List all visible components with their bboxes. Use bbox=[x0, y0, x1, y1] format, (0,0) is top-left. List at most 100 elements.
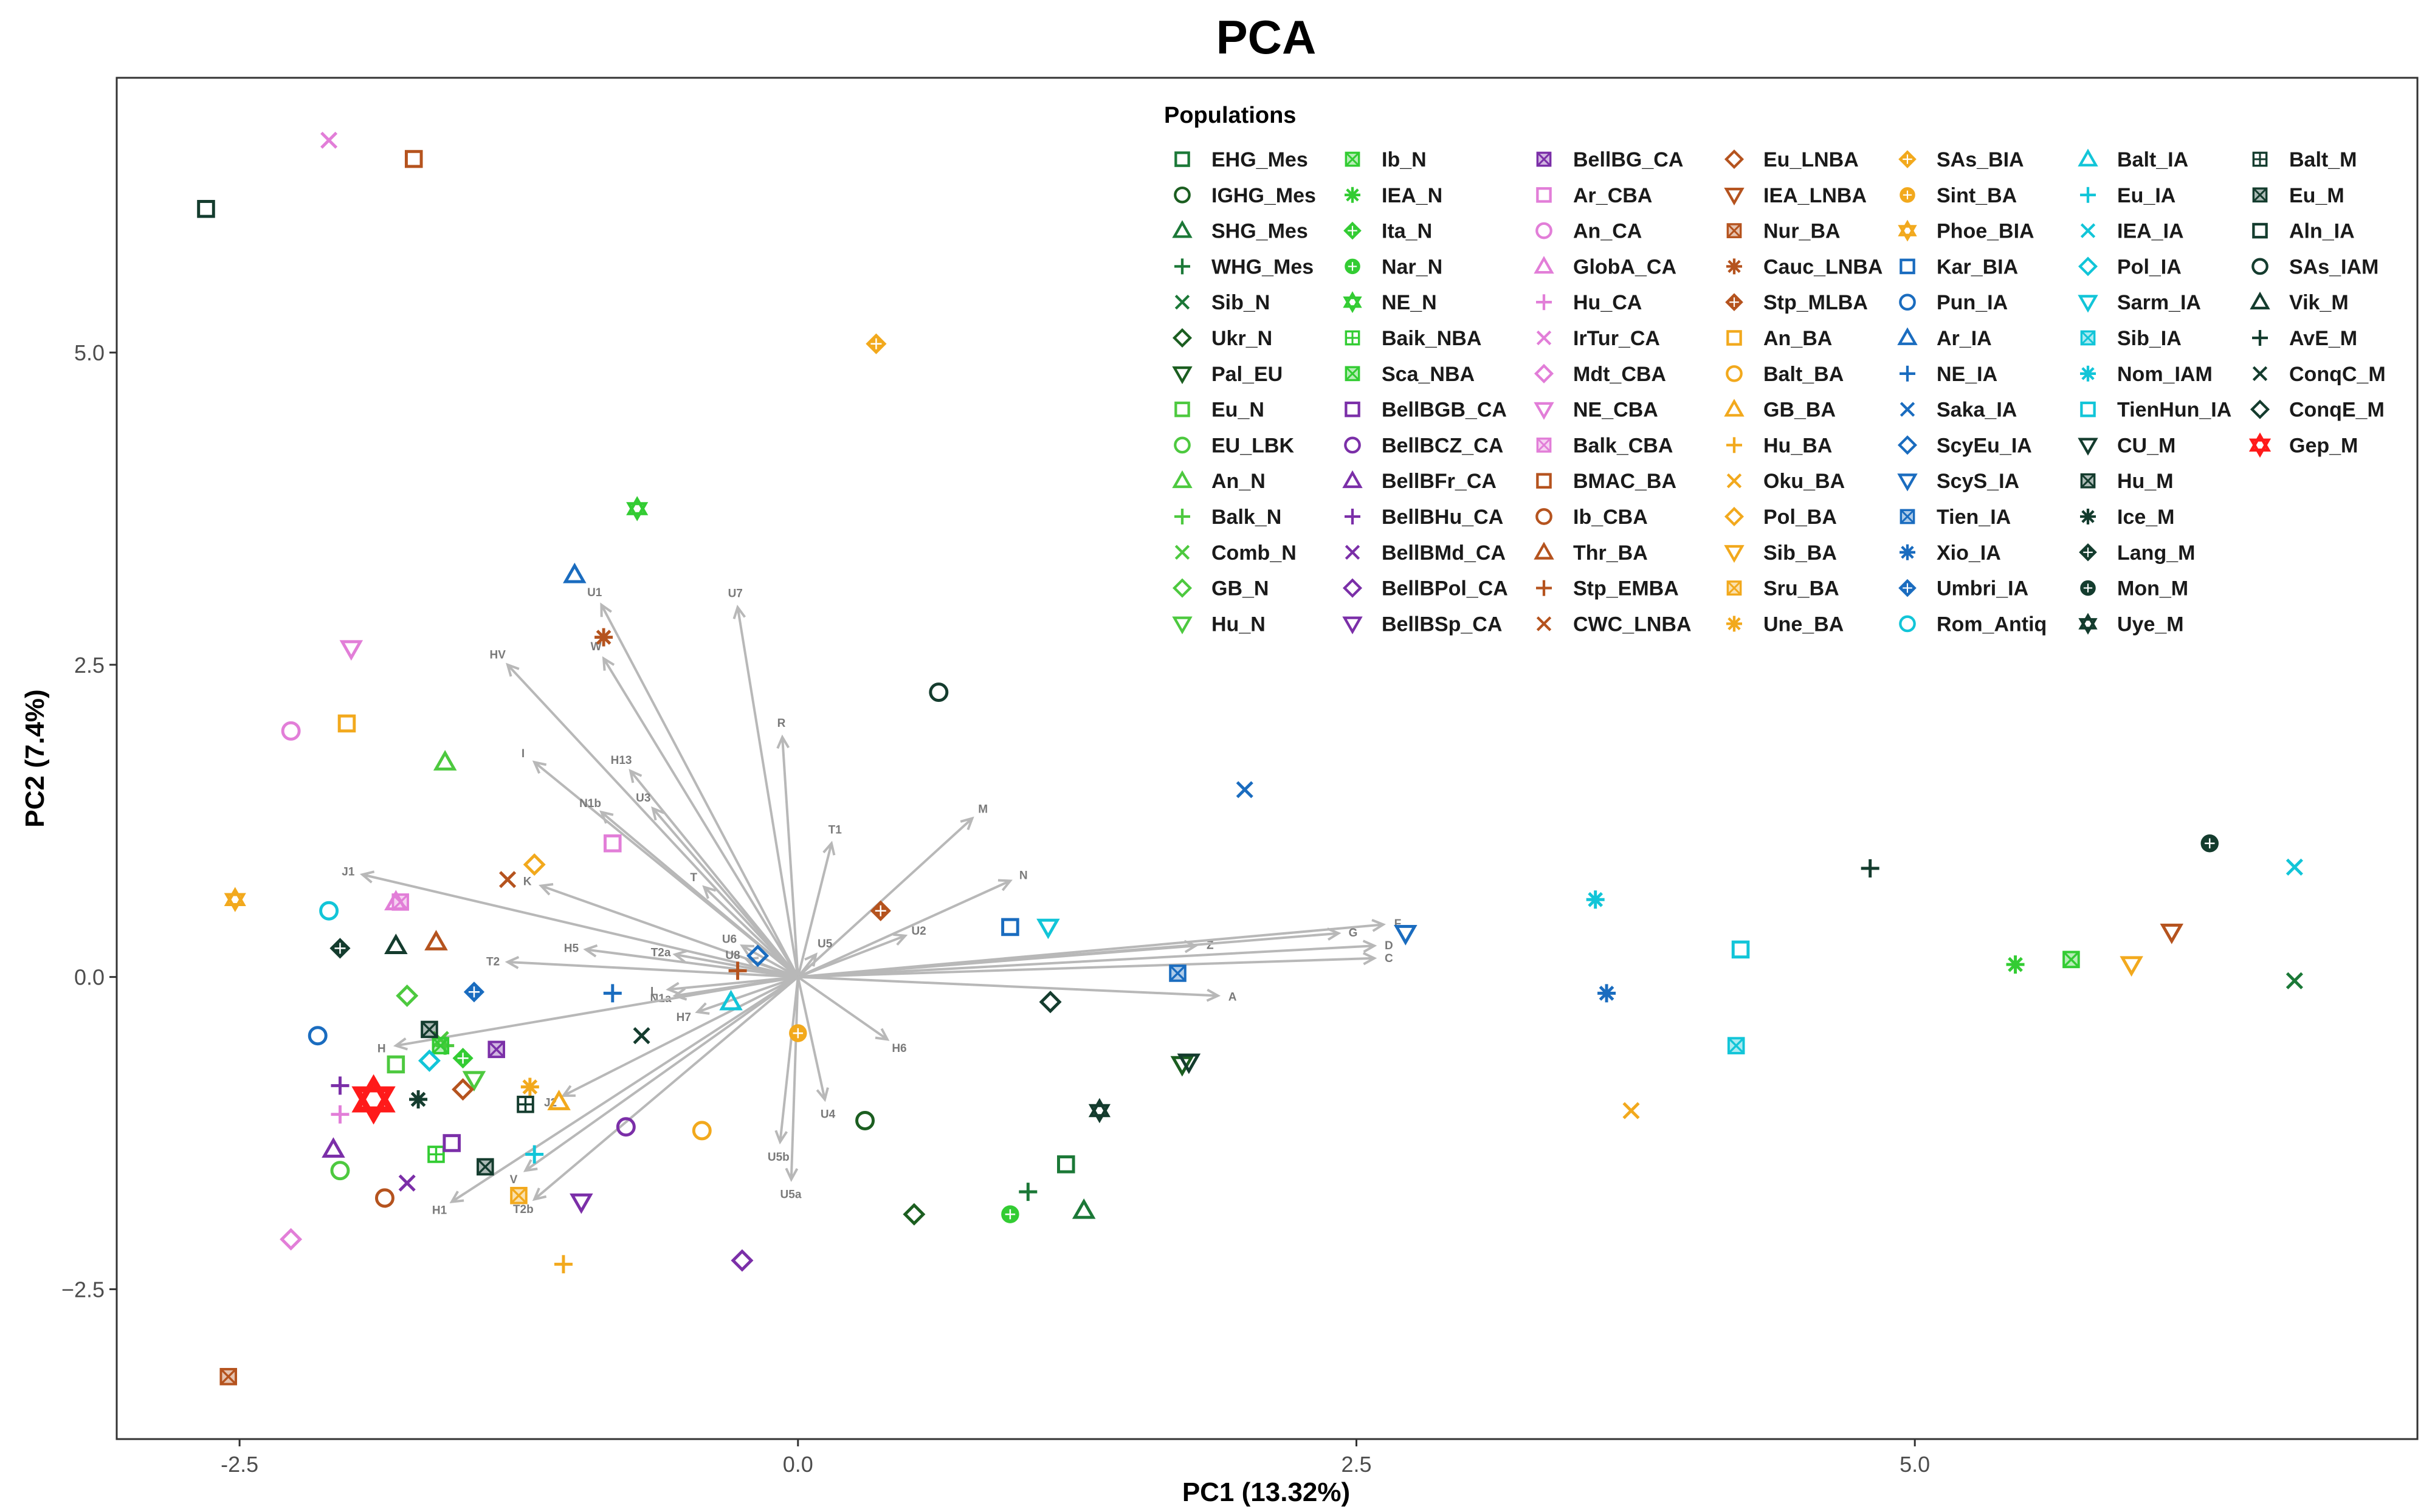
legend-item-Phoe_BIA: Phoe_BIA bbox=[1898, 220, 2034, 243]
vector-line bbox=[602, 658, 799, 978]
vector-arrowhead bbox=[740, 944, 754, 957]
legend-item-Ita_N: Ita_N bbox=[1343, 220, 1432, 243]
point-ConqC_M bbox=[633, 1027, 650, 1045]
legend-label: Sib_IA bbox=[2117, 327, 2182, 350]
vector-arrowhead bbox=[505, 955, 520, 969]
legend-label: GB_N bbox=[1211, 577, 1269, 600]
vector-label: U1 bbox=[587, 586, 602, 599]
vector-line bbox=[736, 607, 799, 977]
point-Eu_M bbox=[477, 1158, 494, 1176]
vector-U5b: U5b bbox=[768, 977, 799, 1164]
marker-x bbox=[1726, 473, 1742, 489]
legend-label: An_BA bbox=[1763, 327, 1832, 350]
vector-U4: U4 bbox=[796, 977, 836, 1121]
vector-U8: U8 bbox=[725, 949, 799, 978]
vector-label: T2b bbox=[513, 1203, 534, 1216]
vector-line bbox=[703, 886, 799, 978]
point-BellBHu_CA bbox=[331, 1076, 350, 1095]
marker-co bbox=[1345, 258, 1360, 275]
marker-st bbox=[2078, 613, 2098, 635]
legend-label: CWC_LNBA bbox=[1573, 613, 1692, 636]
y-tick-label: 5.0 bbox=[74, 340, 105, 365]
marker-di bbox=[2250, 399, 2270, 419]
vector-G: G bbox=[797, 927, 1357, 978]
legend-item-BMAC_BA: BMAC_BA bbox=[1536, 470, 1676, 493]
point-BellBGB_CA bbox=[443, 1134, 461, 1152]
marker-sx bbox=[2252, 187, 2268, 203]
vector-arrowhead bbox=[1362, 940, 1377, 954]
marker-di bbox=[1172, 328, 1193, 348]
point-Sarm_IA bbox=[1036, 918, 1060, 940]
vector-label: N1b bbox=[579, 797, 601, 810]
marker-td bbox=[1724, 187, 1745, 206]
vector-line bbox=[790, 977, 799, 1180]
vector-arrowhead bbox=[695, 1002, 710, 1015]
point-Ar_CBA bbox=[604, 834, 622, 853]
vector-label: T bbox=[690, 871, 697, 884]
point-Hu_BA bbox=[554, 1255, 573, 1274]
legend-label: IrTur_CA bbox=[1573, 327, 1660, 350]
vector-arrowhead bbox=[702, 885, 717, 899]
vector-label: C bbox=[1385, 952, 1393, 965]
legend-label: Hu_N bbox=[1211, 613, 1266, 636]
marker-sq bbox=[1726, 330, 1742, 346]
legend-label: Une_BA bbox=[1763, 613, 1844, 636]
legend-label: Ita_N bbox=[1382, 220, 1432, 243]
vector-label: F bbox=[1394, 918, 1402, 930]
legend-item-BellBHu_CA: BellBHu_CA bbox=[1345, 506, 1503, 529]
x-tick-label: 5.0 bbox=[1900, 1452, 1930, 1477]
point-EU_LBK bbox=[330, 1161, 350, 1181]
vector-line bbox=[585, 948, 799, 978]
legend-item-TienHun_IA: TienHun_IA bbox=[2080, 399, 2231, 422]
legend-item-IrTur_CA: IrTur_CA bbox=[1536, 327, 1660, 350]
vector-line bbox=[797, 817, 973, 978]
legend-item-IEA_IA: IEA_IA bbox=[2080, 220, 2184, 243]
legend-item-BellBPol_CA: BellBPol_CA bbox=[1342, 577, 1508, 600]
vector-arrowhead bbox=[804, 952, 818, 967]
point-Nar_N bbox=[1001, 1205, 1019, 1223]
legend-item-GlobA_CA: GlobA_CA bbox=[1534, 255, 1676, 278]
legend-item-Gep_M: Gep_M bbox=[2248, 432, 2358, 458]
marker-td bbox=[1172, 366, 1193, 385]
marker-sp bbox=[1345, 330, 1360, 346]
point-Baik_NBA bbox=[427, 1146, 445, 1163]
legend-label: Xio_IA bbox=[1937, 541, 2001, 565]
marker-td bbox=[2078, 438, 2098, 456]
marker-sx bbox=[1345, 151, 1360, 167]
vector-arrowhead bbox=[539, 883, 554, 896]
marker-ci bbox=[1344, 436, 1361, 454]
vector-N: N bbox=[797, 869, 1028, 978]
legend-label: WHG_Mes bbox=[1211, 255, 1314, 278]
legend-item-Balk_N: Balk_N bbox=[1174, 506, 1281, 529]
point-An_BA bbox=[337, 714, 356, 733]
marker-st bbox=[2248, 432, 2272, 458]
point-Stp_EMBA bbox=[728, 961, 747, 980]
point-Hu_M bbox=[421, 1020, 438, 1039]
y-tick-label: −2.5 bbox=[61, 1277, 105, 1302]
legend-item-EU_LBK: EU_LBK bbox=[1174, 434, 1294, 457]
vector-H6: H6 bbox=[797, 975, 907, 1055]
vector-arrowhead bbox=[393, 1037, 408, 1051]
x-tick-label: 2.5 bbox=[1341, 1452, 1371, 1477]
legend-label: BellBHu_CA bbox=[1382, 506, 1503, 529]
marker-as bbox=[1345, 187, 1360, 203]
legend-item-Sru_BA: Sru_BA bbox=[1726, 577, 1839, 600]
legend-item-Tien_IA: Tien_IA bbox=[1900, 506, 2011, 529]
point-Vik_M bbox=[384, 933, 408, 954]
point-Eu_IA bbox=[525, 1145, 544, 1164]
legend-label: Comb_N bbox=[1211, 541, 1297, 565]
legend-label: BMAC_BA bbox=[1573, 470, 1676, 493]
point-Kar_BIA bbox=[1001, 918, 1019, 936]
legend-label: ConqE_M bbox=[2289, 399, 2385, 422]
marker-sq bbox=[1174, 401, 1190, 418]
legend-label: Balt_M bbox=[2289, 148, 2357, 171]
vector-line bbox=[652, 807, 799, 978]
marker-td bbox=[1172, 616, 1193, 634]
legend-item-Pol_IA: Pol_IA bbox=[2078, 255, 2182, 278]
vector-arrowhead bbox=[359, 870, 375, 884]
legend-label: Sru_BA bbox=[1763, 577, 1839, 600]
marker-sq bbox=[1900, 258, 1915, 275]
point-Cauc_LNBA bbox=[594, 628, 613, 647]
legend-label: Thr_BA bbox=[1573, 541, 1648, 565]
